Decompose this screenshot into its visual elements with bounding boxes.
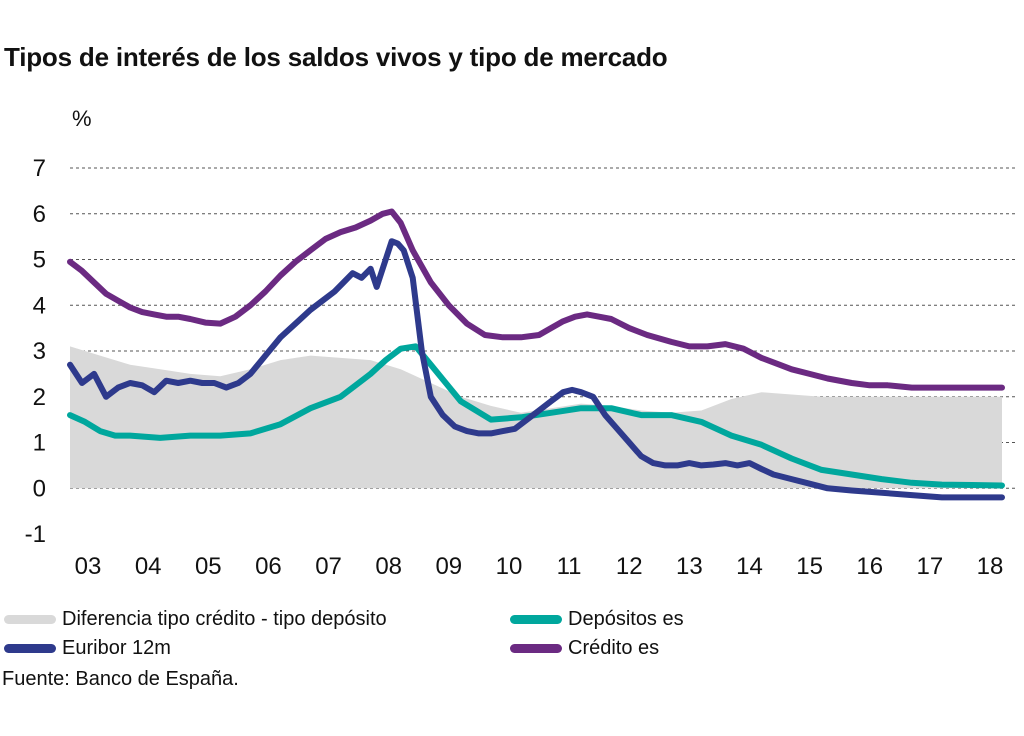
y-tick-label: 1 — [33, 430, 46, 457]
legend-item-depositos: Depósitos es — [510, 608, 684, 631]
series-line-euribor-12m — [67, 238, 1005, 501]
x-tick-label: 11 — [557, 553, 582, 580]
chart-title: Tipos de interés de los saldos vivos y t… — [4, 42, 668, 72]
x-tick-label: 04 — [135, 553, 162, 580]
y-tick-label: 3 — [33, 338, 46, 365]
x-tick-label: 06 — [255, 553, 282, 580]
y-tick-label: 6 — [33, 201, 46, 228]
x-tick-label: 03 — [75, 553, 102, 580]
x-tick-label: 15 — [796, 553, 823, 580]
x-tick-label: 14 — [736, 553, 763, 580]
legend-label-depositos: Depósitos es — [568, 608, 684, 630]
x-tick-label: 18 — [977, 553, 1004, 580]
y-tick-label: 0 — [33, 475, 46, 502]
series-line-cr-dito-es — [67, 208, 1005, 391]
x-tick-label: 16 — [856, 553, 883, 580]
legend-label-euribor: Euribor 12m — [62, 637, 171, 659]
legend-swatch-credito — [510, 644, 562, 653]
legend-item-euribor: Euribor 12m — [4, 637, 171, 660]
legend-item-diferencia: Diferencia tipo crédito - tipo depósito — [4, 608, 387, 631]
y-tick-label: 7 — [33, 155, 46, 182]
x-tick-label: 13 — [676, 553, 703, 580]
legend-label-credito: Crédito es — [568, 637, 660, 659]
y-tick-label: -1 — [25, 521, 46, 548]
x-tick-label: 17 — [917, 553, 944, 580]
source-note: Fuente: Banco de España. — [2, 668, 239, 690]
x-tick-label: 09 — [435, 553, 462, 580]
x-tick-label: 08 — [375, 553, 402, 580]
x-tick-label: 10 — [496, 553, 523, 580]
legend-swatch-euribor — [4, 644, 56, 653]
legend-item-credito: Crédito es — [510, 637, 659, 660]
x-tick-label: 07 — [315, 553, 342, 580]
x-tick-label: 05 — [195, 553, 222, 580]
x-tick-label: 12 — [616, 553, 643, 580]
legend-swatch-depositos — [510, 615, 562, 624]
y-axis-unit-label: % — [72, 106, 92, 131]
y-tick-label: 2 — [33, 384, 46, 411]
y-tick-label: 4 — [33, 292, 46, 319]
legend-label-diferencia: Diferencia tipo crédito - tipo depósito — [62, 608, 387, 630]
y-tick-label: 5 — [33, 247, 46, 274]
series-line-dep-sitos-es — [67, 343, 1005, 489]
line-layer — [67, 208, 1005, 501]
legend-swatch-diferencia — [4, 615, 56, 624]
